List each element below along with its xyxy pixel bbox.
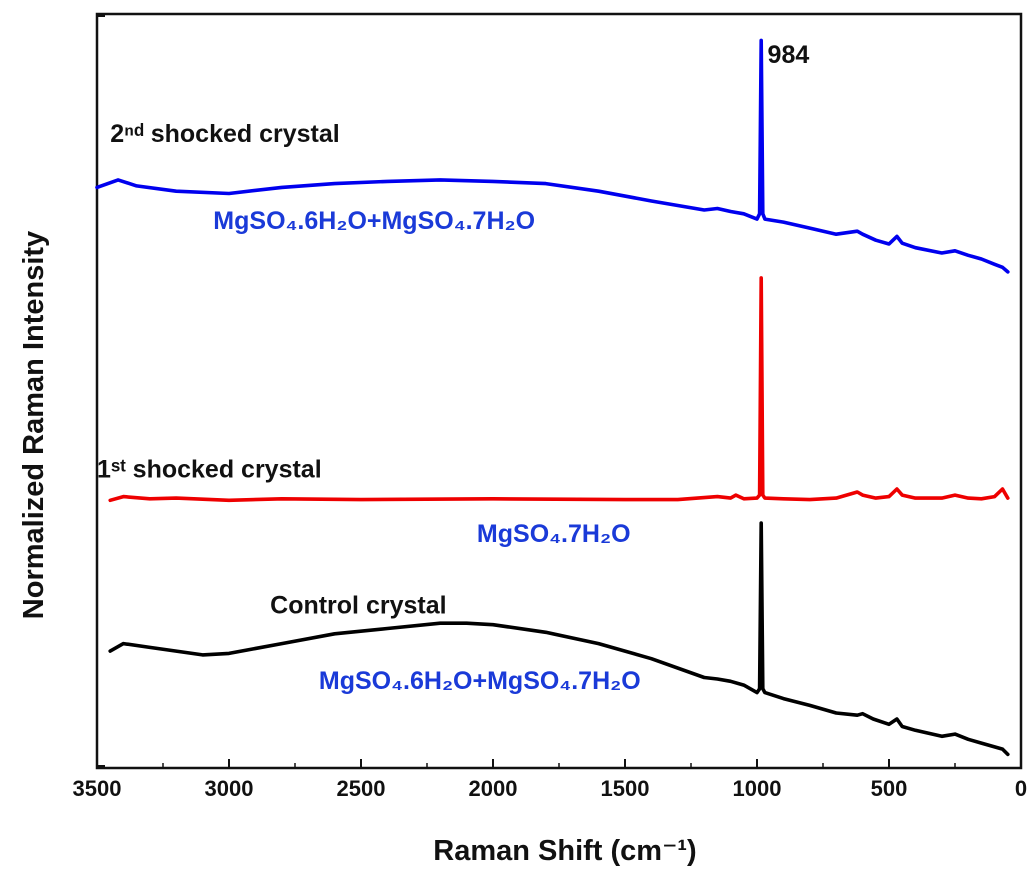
annotation-peak-label: 984 — [768, 41, 810, 69]
annotation-s1-label: 1ˢᵗ shocked crystal — [97, 456, 322, 484]
annotation-ctrl-formula: MgSO₄.6H₂O+MgSO₄.7H₂O — [319, 667, 641, 695]
series-line-1 — [108, 521, 1010, 757]
annotation-s2-label: 2ⁿᵈ shocked crystal — [110, 120, 340, 148]
x-tick-label: 1000 — [733, 776, 782, 801]
x-tick-label: 3500 — [73, 776, 122, 801]
annotation-ctrl-label: Control crystal — [270, 591, 446, 619]
annotation-s1-formula: MgSO₄.7H₂O — [477, 520, 631, 548]
x-tick-label: 2500 — [337, 776, 386, 801]
annotation-s2-formula: MgSO₄.6H₂O+MgSO₄.7H₂O — [213, 207, 535, 235]
series-layer — [95, 38, 1010, 757]
series-line-3 — [95, 38, 1010, 274]
y-axis-title: Normalized Raman Intensity — [18, 231, 50, 619]
x-tick-label: 3000 — [205, 776, 254, 801]
x-tick-label: 0 — [1015, 776, 1027, 801]
x-tick-label: 500 — [871, 776, 908, 801]
x-axis-ticks: 3500 3000 2500 2000 1500 1000 500 0 — [73, 759, 1027, 801]
x-tick-label: 2000 — [469, 776, 518, 801]
series-line-2 — [108, 276, 1010, 503]
x-axis-title: Raman Shift (cm⁻¹) — [433, 835, 696, 867]
annotation-layer: Control crystal MgSO₄.6H₂O+MgSO₄.7H₂O 1ˢᵗ … — [97, 41, 809, 695]
x-tick-label: 1500 — [601, 776, 650, 801]
